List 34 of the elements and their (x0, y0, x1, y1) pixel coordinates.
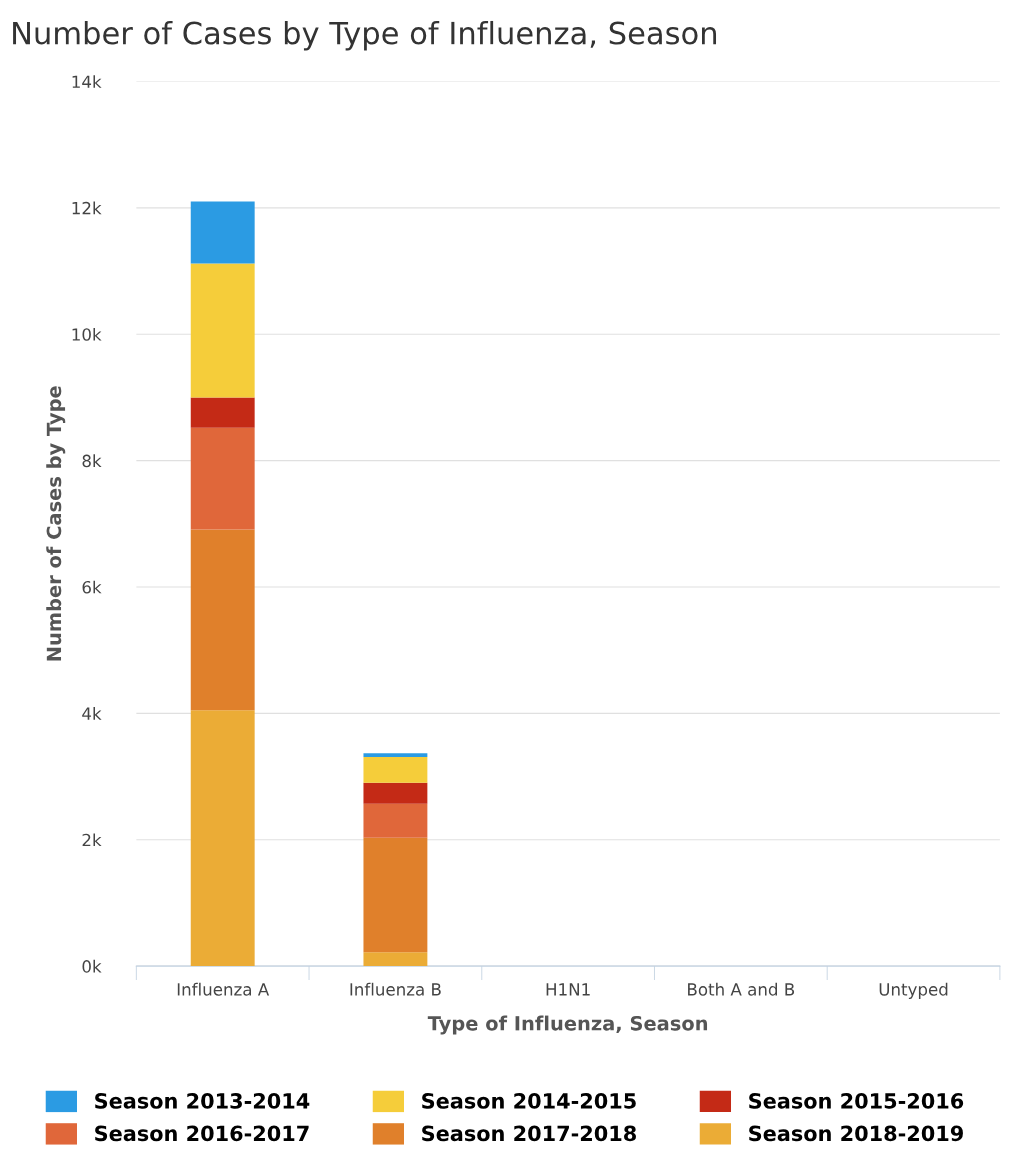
bar (190, 397, 255, 428)
y-tick-label: 6k (82, 580, 102, 594)
bar (363, 756, 428, 783)
bar (363, 753, 428, 757)
bar (363, 952, 428, 967)
y-tick-label: 12k (72, 201, 102, 215)
legend-label: Season 2015-2016 (749, 1093, 964, 1109)
x-tick-label: Influenza B (350, 982, 441, 996)
legend-label: Season 2013-2014 (95, 1093, 310, 1109)
y-tick-label: 10k (72, 327, 102, 341)
y-tick-label: 14k (72, 75, 102, 88)
chart-title: Number of Cases by Type of Influenza, Season (13, 20, 717, 51)
y-axis-title: Number of Cases by Type (46, 386, 66, 661)
bar (190, 710, 255, 967)
legend-label: Season 2017-2018 (422, 1125, 636, 1142)
legend-label: Season 2018-2019 (749, 1125, 963, 1142)
bar (363, 803, 428, 838)
x-tick-label: H1N1 (546, 983, 590, 996)
legend-label: Season 2014-2015 (422, 1093, 636, 1109)
bar (190, 201, 255, 264)
bar (363, 837, 428, 953)
x-tick-label: Influenza A (177, 982, 270, 996)
x-tick-label: Both A and B (688, 982, 795, 996)
y-tick-label: 2k (82, 833, 102, 847)
x-tick-label: Untyped (879, 982, 948, 999)
bar (190, 263, 255, 398)
legend-label: Season 2016-2017 (95, 1125, 309, 1142)
y-tick-label: 8k (82, 454, 102, 468)
bar (190, 529, 255, 711)
bar (190, 427, 255, 530)
bar (363, 782, 428, 804)
x-axis-title: Type of Influenza, Season (427, 1015, 708, 1035)
y-tick-label: 4k (82, 707, 102, 720)
y-tick-label: 0k (82, 959, 102, 973)
